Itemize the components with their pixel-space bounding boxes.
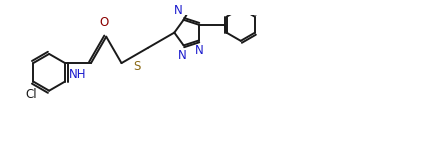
- Text: S: S: [133, 60, 140, 73]
- Text: N: N: [195, 44, 204, 57]
- Text: O: O: [100, 16, 109, 29]
- Text: Cl: Cl: [25, 88, 37, 101]
- Text: NH: NH: [69, 68, 87, 81]
- Text: N: N: [174, 4, 182, 17]
- Text: N: N: [178, 49, 187, 62]
